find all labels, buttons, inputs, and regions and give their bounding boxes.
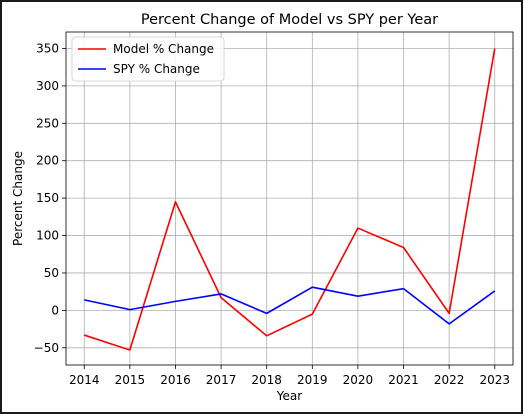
series-line-model xyxy=(83,48,496,351)
x-tick-label: 2019 xyxy=(297,373,328,387)
legend-box xyxy=(71,36,225,82)
y-tick-label: 250 xyxy=(36,116,59,130)
x-axis-label: Year xyxy=(276,389,302,403)
legend-label: Model % Change xyxy=(113,42,214,56)
legend-label: SPY % Change xyxy=(113,62,200,76)
chart-title: Percent Change of Model vs SPY per Year xyxy=(141,12,438,28)
x-tick-label: 2023 xyxy=(479,373,510,387)
x-tick-label: 2021 xyxy=(388,373,419,387)
x-tick-label: 2017 xyxy=(206,373,237,387)
x-tick-label: 2016 xyxy=(160,373,191,387)
y-tick-label: 100 xyxy=(36,229,59,243)
x-tick-label: 2022 xyxy=(434,373,465,387)
x-tick-label: 2020 xyxy=(343,373,374,387)
x-tick-label: 2018 xyxy=(251,373,282,387)
y-tick-label: −50 xyxy=(34,341,59,355)
legend: Model % Change SPY % Change xyxy=(71,36,225,82)
y-tick-label: 50 xyxy=(44,266,59,280)
x-tick-label: 2014 xyxy=(69,373,100,387)
y-tick-label: 300 xyxy=(36,79,59,93)
ticks: 2014 2015 2016 2017 2018 2019 2020 2021 2022 2023… xyxy=(34,41,510,387)
y-tick-label: 200 xyxy=(36,154,59,168)
y-tick-label: 0 xyxy=(51,303,59,317)
y-axis-label: Percent Change xyxy=(11,151,25,246)
series-layer xyxy=(83,48,496,351)
grid xyxy=(66,32,513,365)
x-tick-label: 2015 xyxy=(115,373,146,387)
y-tick-label: 350 xyxy=(36,41,59,55)
series-line-spy xyxy=(84,286,496,325)
y-tick-label: 150 xyxy=(36,191,59,205)
